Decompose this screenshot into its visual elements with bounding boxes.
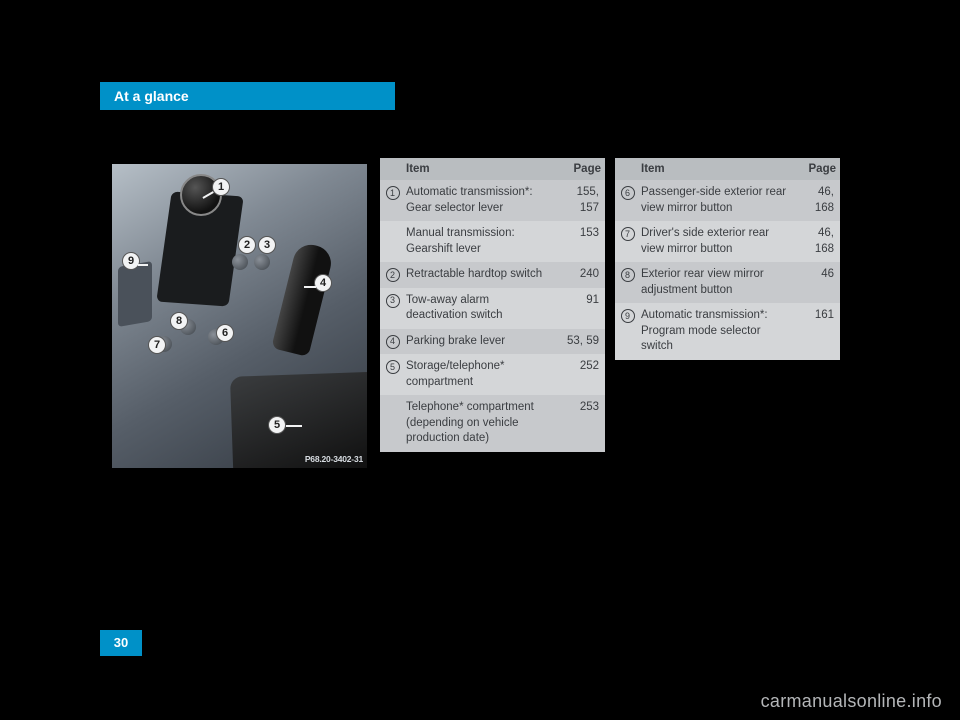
table-row: 9Automatic transmission*: Program mode s… — [615, 303, 840, 360]
table-row: 6Passenger-side exterior rear view mirro… — [615, 180, 840, 221]
row-item: Passenger-side exterior rear view mirror… — [637, 180, 798, 221]
callout-9: 9 — [122, 252, 140, 270]
callout-7: 7 — [148, 336, 166, 354]
table-row: 1Automatic transmission*: Gear selector … — [380, 180, 605, 221]
callout-3: 3 — [258, 236, 276, 254]
table-header: Item Page — [380, 158, 605, 180]
table-row: Manual transmission: Gearshift lever153 — [380, 221, 605, 262]
callout-2: 2 — [238, 236, 256, 254]
table-row: 8Exterior rear view mirror adjustment bu… — [615, 262, 840, 303]
table-header-item: Item — [637, 158, 798, 180]
row-number: 8 — [615, 262, 637, 287]
table-row: Telephone* compartment (depending on veh… — [380, 395, 605, 452]
row-item: Telephone* compartment (depending on veh… — [402, 395, 563, 452]
row-number: 9 — [615, 303, 637, 328]
row-page: 53, 59 — [563, 329, 605, 355]
table-header-blank — [380, 158, 402, 180]
row-number: 7 — [615, 221, 637, 246]
item-table-left: Item Page 1Automatic transmission*: Gear… — [380, 158, 605, 452]
row-page: 253 — [563, 395, 605, 421]
row-number: 1 — [380, 180, 402, 205]
row-item: Automatic transmission*: Program mode se… — [637, 303, 798, 360]
section-tab-label: At a glance — [114, 88, 189, 104]
row-page: 161 — [798, 303, 840, 329]
watermark: carmanualsonline.info — [761, 691, 942, 712]
row-page: 155, 157 — [563, 180, 605, 221]
circled-number-icon: 5 — [386, 360, 400, 374]
table-row: 4Parking brake lever53, 59 — [380, 329, 605, 355]
circled-number-icon: 3 — [386, 294, 400, 308]
row-page: 46, 168 — [798, 221, 840, 262]
table-header-page: Page — [798, 158, 840, 180]
callout-leader — [304, 286, 316, 288]
circled-number-icon: 9 — [621, 309, 635, 323]
circled-number-icon: 1 — [386, 186, 400, 200]
item-table-right: Item Page 6Passenger-side exterior rear … — [615, 158, 840, 360]
row-item: Manual transmission: Gearshift lever — [402, 221, 563, 262]
row-item: Retractable hardtop switch — [402, 262, 563, 288]
table-row: 5Storage/telephone* compartment252 — [380, 354, 605, 395]
row-page: 46 — [798, 262, 840, 288]
table-header-blank — [615, 158, 637, 180]
table-body: 1Automatic transmission*: Gear selector … — [380, 180, 605, 452]
circled-number-icon: 8 — [621, 268, 635, 282]
row-page: 91 — [563, 288, 605, 314]
row-page: 240 — [563, 262, 605, 288]
table-header-page: Page — [563, 158, 605, 180]
center-console-figure: 1 2 3 4 5 6 7 8 9 P68.20-3402-31 — [112, 164, 367, 468]
callout-5: 5 — [268, 416, 286, 434]
row-number: 6 — [615, 180, 637, 205]
row-number: 3 — [380, 288, 402, 313]
table-row: 2Retractable hardtop switch240 — [380, 262, 605, 288]
circled-number-icon: 6 — [621, 186, 635, 200]
page-number-value: 30 — [114, 635, 128, 650]
callout-8: 8 — [170, 312, 188, 330]
table-header: Item Page — [615, 158, 840, 180]
row-number: 5 — [380, 354, 402, 379]
row-item: Automatic transmission*: Gear selector l… — [402, 180, 563, 221]
callout-leader — [286, 425, 302, 427]
circled-number-icon: 7 — [621, 227, 635, 241]
row-item: Parking brake lever — [402, 329, 563, 355]
row-number — [380, 221, 402, 231]
figure-panel — [118, 261, 152, 327]
table-body: 6Passenger-side exterior rear view mirro… — [615, 180, 840, 360]
callout-leader — [138, 264, 148, 266]
callout-4: 4 — [314, 274, 332, 292]
figure-button — [254, 254, 270, 270]
page-number: 30 — [100, 630, 142, 656]
table-header-item: Item — [402, 158, 563, 180]
figure-code: P68.20-3402-31 — [305, 454, 363, 464]
row-number: 2 — [380, 262, 402, 287]
row-page: 252 — [563, 354, 605, 380]
callout-1: 1 — [212, 178, 230, 196]
circled-number-icon: 4 — [386, 335, 400, 349]
row-number: 4 — [380, 329, 402, 354]
row-item: Driver's side exterior rear view mirror … — [637, 221, 798, 262]
figure-button — [232, 254, 248, 270]
circled-number-icon: 2 — [386, 268, 400, 282]
callout-6: 6 — [216, 324, 234, 342]
row-number — [380, 395, 402, 405]
row-page: 153 — [563, 221, 605, 247]
row-item: Exterior rear view mirror adjustment but… — [637, 262, 798, 303]
row-item: Storage/telephone* compartment — [402, 354, 563, 395]
table-row: 3Tow-away alarm deactivation switch91 — [380, 288, 605, 329]
section-tab: At a glance — [100, 82, 395, 110]
row-page: 46, 168 — [798, 180, 840, 221]
row-item: Tow-away alarm deactivation switch — [402, 288, 563, 329]
table-row: 7Driver's side exterior rear view mirror… — [615, 221, 840, 262]
figure-handbrake — [271, 241, 334, 357]
